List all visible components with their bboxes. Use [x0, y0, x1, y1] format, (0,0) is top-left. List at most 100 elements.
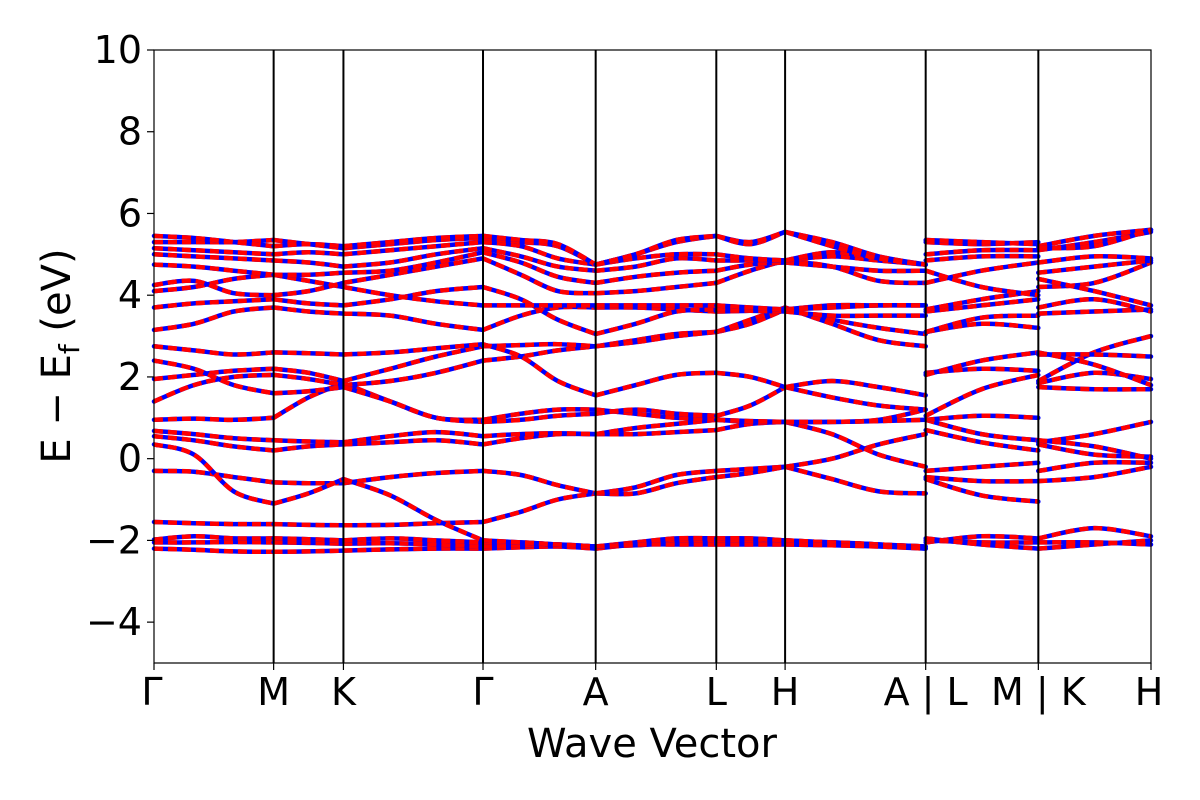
band-spin-up-line: [482, 341, 596, 349]
band-spin-up-line: [784, 419, 927, 469]
band-spin-up-line: [153, 272, 274, 294]
band-spin-up-line: [153, 305, 274, 333]
band-spin-up-line: [482, 538, 596, 549]
band-spin-up-line: [343, 519, 484, 528]
band-spin-up-line: [153, 433, 274, 453]
band-spin-up-line: [153, 358, 275, 396]
band-spin-up-line: [925, 247, 1039, 257]
y-tick-label: 0: [118, 437, 142, 481]
band-spin-up-line: [925, 321, 1039, 335]
band-spin-up-line: [925, 413, 1039, 423]
band-spin-up-line: [1038, 352, 1152, 359]
y-axis-label-subscript: f: [53, 343, 86, 354]
band-spin-up-line: [482, 250, 597, 286]
band-spin-up-line: [925, 533, 1039, 545]
band-spin-up-line: [785, 542, 926, 551]
band-spin-up-line: [715, 260, 786, 273]
band-spin-up-line: [343, 250, 484, 275]
band-spin-up-line: [716, 535, 786, 543]
band-spin-up-line: [343, 284, 484, 308]
band-spin-up-line: [273, 297, 344, 308]
band-spin-up-line: [716, 417, 786, 425]
band-spin-up-line: [595, 307, 717, 337]
band-spin-up-line: [1038, 464, 1152, 484]
band-spin-up-line: [784, 229, 927, 267]
band-spin-up-line: [153, 534, 274, 542]
y-tick-label: 8: [118, 110, 142, 154]
band-spin-up-line: [482, 342, 597, 398]
band-spin-up-line: [153, 546, 274, 555]
x-tick-label: A: [583, 670, 609, 714]
band-spin-up-line: [1038, 540, 1152, 547]
band-spin-up-line: [342, 476, 484, 543]
band-spin-up-line: [785, 417, 926, 425]
band-spin-up-line: [925, 366, 1039, 376]
band-spin-up-line: [153, 297, 274, 310]
band-spin-up-line: [1037, 370, 1152, 386]
band-spin-up-line: [784, 378, 927, 398]
band-spin-up-line: [153, 428, 274, 443]
band-spin-up-line: [784, 431, 927, 470]
band-spin-up-line: [716, 303, 786, 312]
band-spin-up-line: [343, 239, 484, 257]
x-tick-label: L: [706, 670, 727, 714]
band-spin-up-line: [1037, 276, 1152, 308]
band-spin-up-line: [595, 268, 717, 286]
band-spin-up-line: [595, 233, 717, 267]
y-axis-label: E − Ef (eV): [34, 248, 86, 463]
band-spin-up-line: [342, 384, 484, 425]
x-tick-label: M: [257, 670, 290, 714]
band-spin-up-line: [784, 464, 926, 496]
band-spin-up-line: [482, 431, 596, 439]
band-spin-up-line: [154, 237, 274, 245]
y-axis-ticks: −4 −2 0 2 4 6 8 10: [86, 28, 154, 644]
band-spin-up-line: [482, 411, 596, 425]
band-spin-up-line: [1037, 459, 1152, 474]
band-spin-up-line: [482, 233, 597, 267]
x-tick-label: A | L: [884, 670, 968, 715]
band-spin-up-line: [153, 278, 274, 298]
band-spin-up-line: [482, 407, 596, 423]
band-spin-up-line: [273, 280, 344, 298]
band-spin-up-line: [273, 305, 344, 316]
x-tick-label: Γ: [472, 670, 493, 714]
band-spin-up-line: [482, 491, 597, 525]
band-spin-up-line: [595, 474, 717, 497]
band-spin-up-line: [273, 250, 344, 257]
band-spin-up-line: [925, 313, 1039, 335]
band-spin-up-line: [273, 372, 344, 388]
y-tick-label: 4: [118, 273, 142, 317]
band-spin-up-line: [784, 309, 926, 319]
band-spin-up-line: [343, 468, 484, 486]
band-spin-up-line: [1038, 258, 1152, 275]
band-spin-up-line: [1037, 419, 1152, 445]
band-spin-up-line: [1037, 227, 1152, 249]
band-spin-up-line: [595, 280, 717, 296]
band-spin-up-line: [482, 239, 597, 267]
band-spin-up-line: [153, 372, 274, 404]
band-spin-up-line: [716, 252, 786, 263]
y-tick-label: 10: [94, 28, 142, 72]
band-spin-up-line: [925, 297, 1039, 314]
band-spin-up-line: [273, 241, 344, 249]
band-spin-up-line: [343, 341, 484, 357]
band-spin-up-line: [925, 350, 1039, 378]
band-spin-up-line: [153, 415, 274, 423]
band-spin-up-line: [925, 253, 1039, 263]
band-spin-up-line: [343, 536, 484, 545]
band-spin-up-line: [595, 417, 717, 437]
band-spin-up-line: [153, 442, 275, 506]
band-spin-up-line: [1038, 227, 1152, 251]
band-spin-up-line: [595, 329, 717, 349]
band-spin-up-line: [482, 256, 596, 296]
band-spin-up-line: [925, 260, 1039, 286]
x-tick-label: H: [771, 670, 800, 714]
band-spin-up-line: [273, 536, 344, 543]
band-spin-up-line: [482, 344, 596, 363]
band-spin-up-line: [273, 350, 344, 357]
band-spin-up-line: [272, 477, 345, 506]
x-tick-label: H: [1135, 670, 1164, 714]
y-axis-label-main: E − E: [34, 354, 80, 464]
band-spin-up-line: [343, 256, 484, 286]
